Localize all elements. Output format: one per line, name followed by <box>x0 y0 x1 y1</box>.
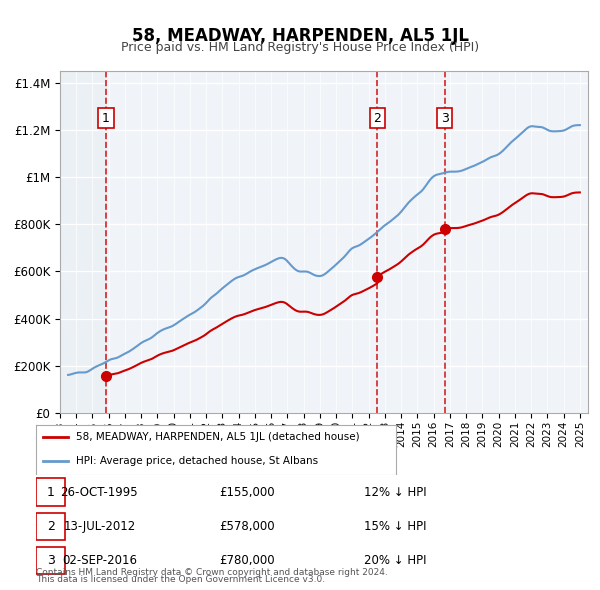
Text: 15% ↓ HPI: 15% ↓ HPI <box>364 520 426 533</box>
Text: £578,000: £578,000 <box>220 520 275 533</box>
Text: £780,000: £780,000 <box>220 554 275 567</box>
Text: 13-JUL-2012: 13-JUL-2012 <box>63 520 136 533</box>
Text: 58, MEADWAY, HARPENDEN, AL5 1JL: 58, MEADWAY, HARPENDEN, AL5 1JL <box>131 27 469 45</box>
Text: 58, MEADWAY, HARPENDEN, AL5 1JL (detached house): 58, MEADWAY, HARPENDEN, AL5 1JL (detache… <box>76 432 359 442</box>
Text: Contains HM Land Registry data © Crown copyright and database right 2024.: Contains HM Land Registry data © Crown c… <box>36 568 388 577</box>
Text: Price paid vs. HM Land Registry's House Price Index (HPI): Price paid vs. HM Land Registry's House … <box>121 41 479 54</box>
FancyBboxPatch shape <box>36 478 65 506</box>
Text: HPI: Average price, detached house, St Albans: HPI: Average price, detached house, St A… <box>76 456 318 466</box>
FancyBboxPatch shape <box>36 547 65 574</box>
Text: 3: 3 <box>441 112 449 124</box>
Text: This data is licensed under the Open Government Licence v3.0.: This data is licensed under the Open Gov… <box>36 575 325 584</box>
Text: 26-OCT-1995: 26-OCT-1995 <box>61 486 138 499</box>
Text: 2: 2 <box>374 112 382 124</box>
Text: 12% ↓ HPI: 12% ↓ HPI <box>364 486 427 499</box>
Text: £155,000: £155,000 <box>220 486 275 499</box>
Text: 2: 2 <box>47 520 55 533</box>
Text: 1: 1 <box>102 112 110 124</box>
Bar <box>60 71 106 413</box>
Bar <box>60 71 106 413</box>
FancyBboxPatch shape <box>36 513 65 540</box>
Text: 1: 1 <box>47 486 55 499</box>
Text: 3: 3 <box>47 554 55 567</box>
Text: 02-SEP-2016: 02-SEP-2016 <box>62 554 137 567</box>
Text: 20% ↓ HPI: 20% ↓ HPI <box>364 554 426 567</box>
